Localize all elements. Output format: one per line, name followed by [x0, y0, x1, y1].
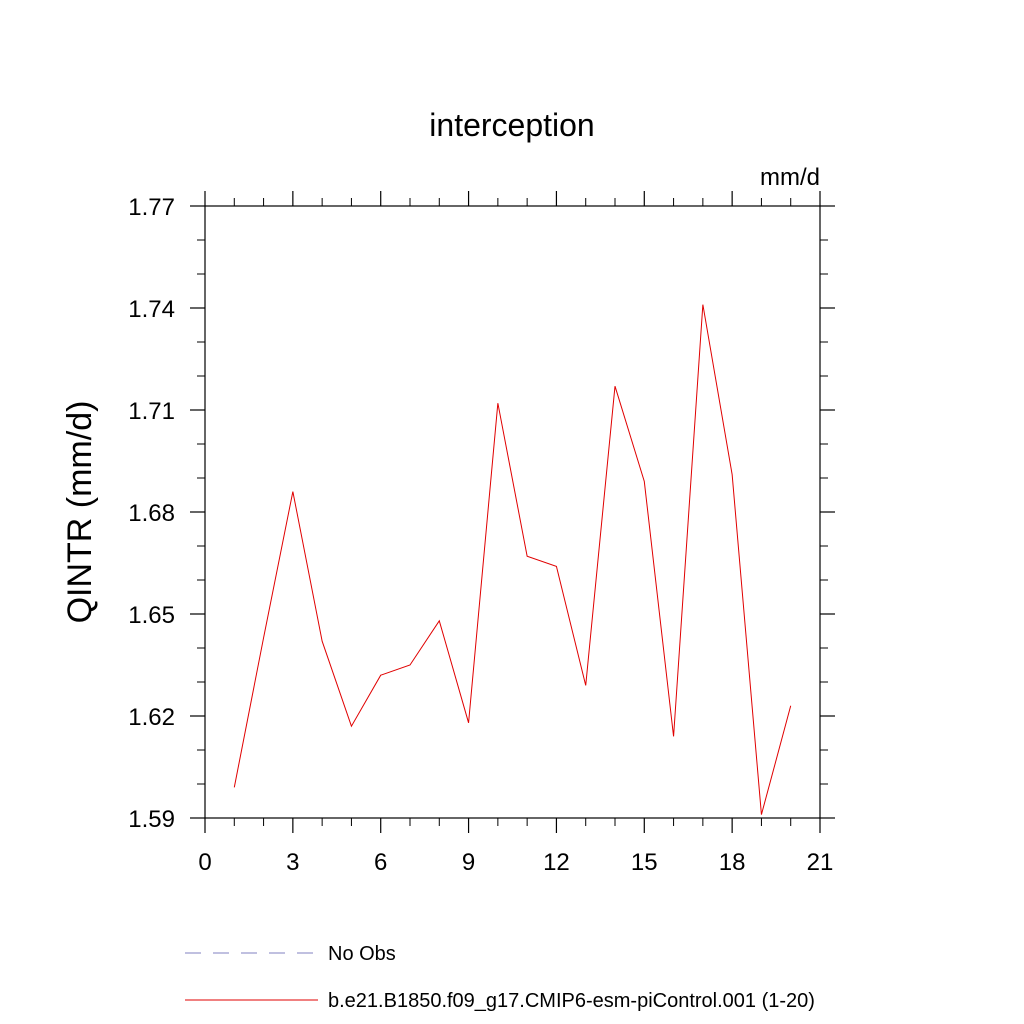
tick-labels: 0 3 6 9 12 15 18 21 1.59 1.62 1.65 1.68 1.71 1.74 1.77: [128, 194, 833, 876]
x-tick-label: 21: [807, 849, 834, 876]
legend-label-0: No Obs: [328, 943, 396, 965]
x-tick-label: 15: [631, 849, 658, 876]
chart-title: interception: [429, 107, 594, 143]
x-tick-label: 9: [462, 849, 475, 876]
legend: No Obs b.e21.B1850.f09_g17.CMIP6-esm-piC…: [185, 943, 815, 1012]
x-tick-label: 0: [198, 849, 211, 876]
series-line-1: [233, 304, 792, 815]
x-tick-label: 18: [719, 849, 746, 876]
y-tick-label: 1.59: [128, 806, 175, 833]
x-tick-label: 6: [374, 849, 387, 876]
y-tick-label: 1.74: [128, 296, 175, 323]
y-tick-label: 1.77: [128, 194, 175, 221]
x-tick-label: 3: [286, 849, 299, 876]
series-lines: [233, 304, 792, 815]
x-tick-label: 12: [543, 849, 570, 876]
y-tick-label: 1.68: [128, 500, 175, 527]
legend-label-1: b.e21.B1850.f09_g17.CMIP6-esm-piControl.…: [328, 990, 815, 1012]
units-label: mm/d: [760, 164, 820, 191]
axis-ticks: [190, 191, 835, 833]
y-axis-label: QINTR (mm/d): [61, 401, 99, 624]
y-tick-label: 1.62: [128, 704, 175, 731]
y-tick-label: 1.71: [128, 398, 175, 425]
y-tick-label: 1.65: [128, 602, 175, 629]
